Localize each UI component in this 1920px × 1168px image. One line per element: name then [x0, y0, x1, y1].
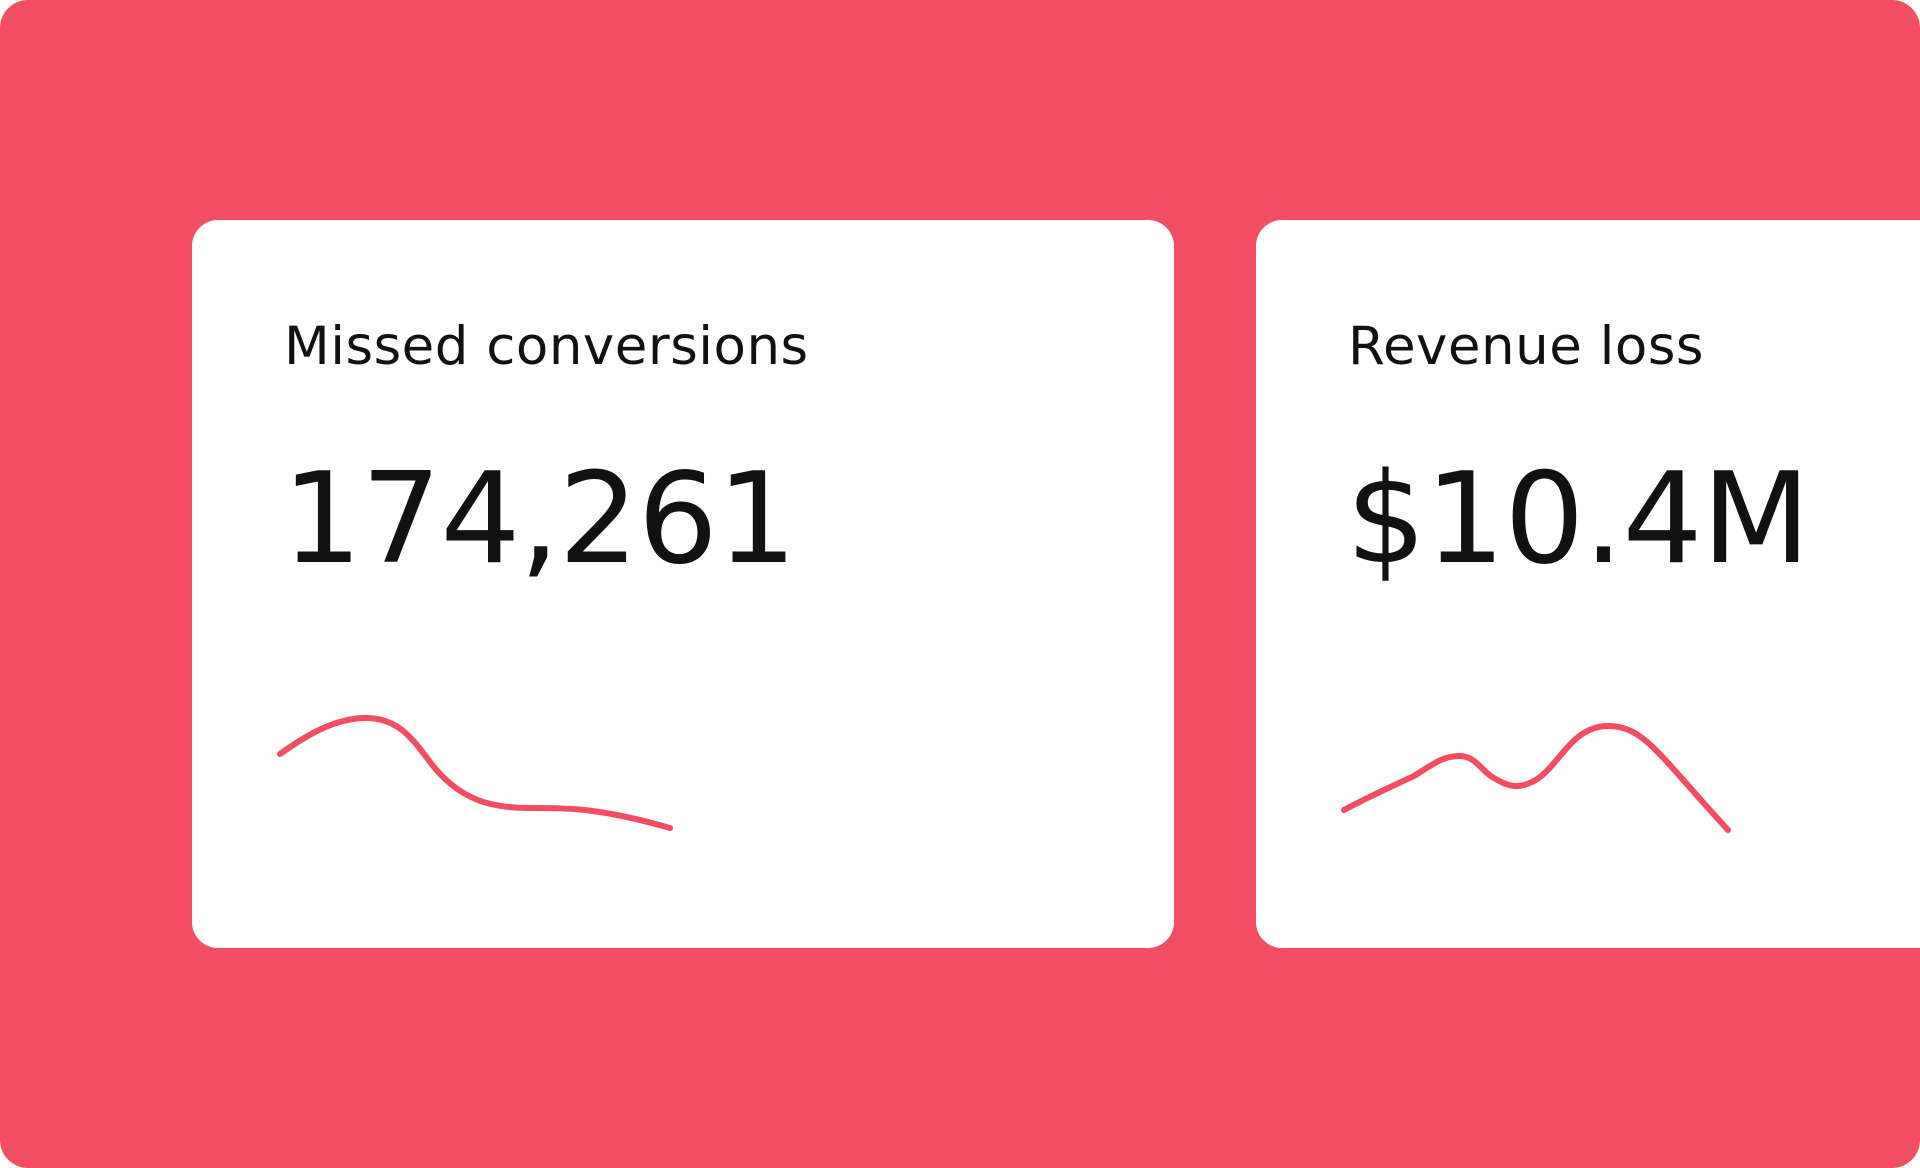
sparkline-line	[277, 714, 673, 831]
card-gap-divider	[1174, 780, 1256, 948]
sparkline-chart	[1341, 722, 1731, 833]
metric-card-missed-conversions: Missed conversions 174,261	[192, 220, 1174, 948]
metric-value: 174,261	[282, 445, 797, 592]
metric-value: $10.4M	[1346, 445, 1810, 592]
metric-card-revenue-loss: Revenue loss $10.4M	[1256, 220, 1920, 948]
card-gap-divider	[1174, 220, 1256, 704]
sparkline-line	[1341, 722, 1731, 833]
sparkline-chart	[277, 714, 673, 831]
metric-label: Revenue loss	[1348, 316, 1705, 377]
metric-label: Missed conversions	[284, 316, 809, 377]
